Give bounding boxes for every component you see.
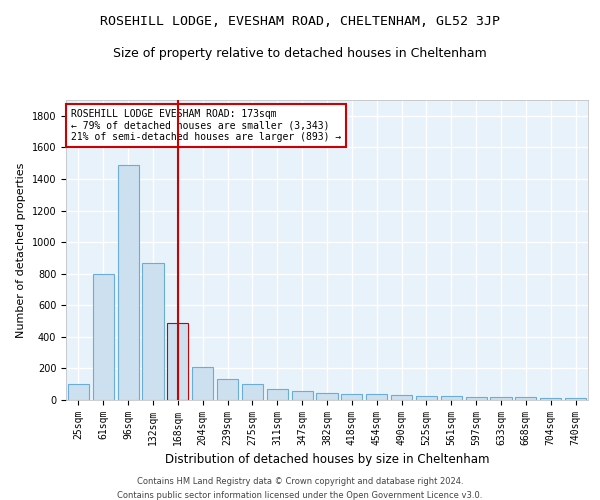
Text: ROSEHILL LODGE EVESHAM ROAD: 173sqm
← 79% of detached houses are smaller (3,343): ROSEHILL LODGE EVESHAM ROAD: 173sqm ← 79… xyxy=(71,109,341,142)
Bar xyxy=(217,380,238,400)
Bar xyxy=(515,397,536,400)
Text: Contains public sector information licensed under the Open Government Licence v3: Contains public sector information licen… xyxy=(118,491,482,500)
Bar xyxy=(118,164,139,400)
Text: Contains HM Land Registry data © Crown copyright and database right 2024.: Contains HM Land Registry data © Crown c… xyxy=(137,478,463,486)
Bar xyxy=(167,322,188,400)
Bar xyxy=(267,389,288,400)
Bar xyxy=(416,396,437,400)
X-axis label: Distribution of detached houses by size in Cheltenham: Distribution of detached houses by size … xyxy=(165,454,489,466)
Bar xyxy=(341,394,362,400)
Bar xyxy=(292,392,313,400)
Bar xyxy=(316,393,338,400)
Bar xyxy=(441,396,462,400)
Bar xyxy=(366,394,387,400)
Bar xyxy=(242,384,263,400)
Bar xyxy=(68,384,89,400)
Bar xyxy=(142,262,164,400)
Bar xyxy=(391,396,412,400)
Bar xyxy=(466,396,487,400)
Bar xyxy=(192,367,213,400)
Text: ROSEHILL LODGE, EVESHAM ROAD, CHELTENHAM, GL52 3JP: ROSEHILL LODGE, EVESHAM ROAD, CHELTENHAM… xyxy=(100,15,500,28)
Bar xyxy=(540,398,561,400)
Bar xyxy=(565,398,586,400)
Y-axis label: Number of detached properties: Number of detached properties xyxy=(16,162,26,338)
Text: Size of property relative to detached houses in Cheltenham: Size of property relative to detached ho… xyxy=(113,48,487,60)
Bar xyxy=(93,274,114,400)
Bar xyxy=(490,397,512,400)
